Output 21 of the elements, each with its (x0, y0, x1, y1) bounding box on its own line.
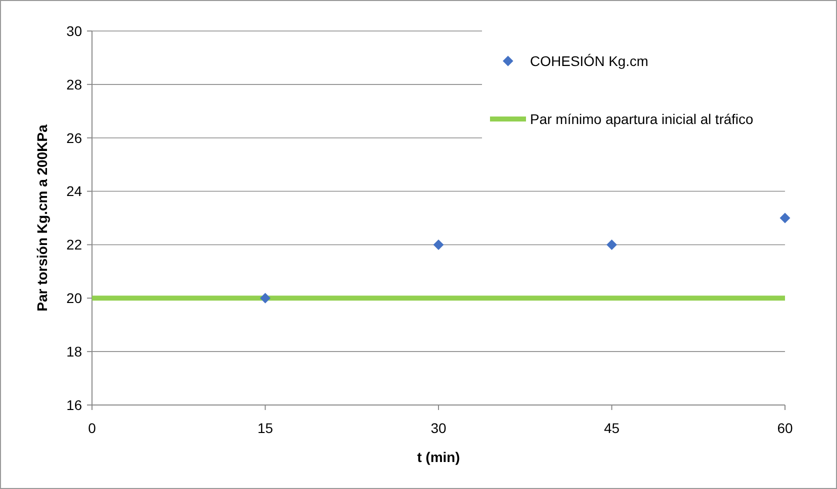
x-tick-label: 60 (777, 420, 793, 436)
x-tick-label: 15 (257, 420, 274, 436)
y-axis-title: Par torsión Kg.cm a 200KPa (34, 124, 50, 312)
legend-label: Par mínimo apartura inicial al tráfico (530, 111, 754, 127)
y-tick-label: 30 (66, 22, 82, 39)
x-tick-label: 0 (88, 420, 96, 436)
y-tick-label: 22 (66, 236, 82, 253)
y-tick-label: 16 (66, 396, 82, 413)
x-axis-title: t (min) (417, 449, 460, 465)
y-tick-label: 24 (66, 183, 82, 200)
point (260, 292, 270, 304)
point (780, 212, 790, 224)
point (433, 239, 444, 250)
y-tick-label: 28 (66, 76, 82, 92)
y-tick-label: 26 (66, 130, 82, 146)
y-tick-label: 18 (66, 343, 82, 360)
y-tick-label: 20 (66, 290, 82, 306)
legend-label: COHESIÓN Kg.cm (530, 53, 648, 69)
x-tick-label: 45 (604, 420, 620, 436)
point (606, 239, 617, 250)
x-tick-label: 30 (430, 420, 446, 436)
